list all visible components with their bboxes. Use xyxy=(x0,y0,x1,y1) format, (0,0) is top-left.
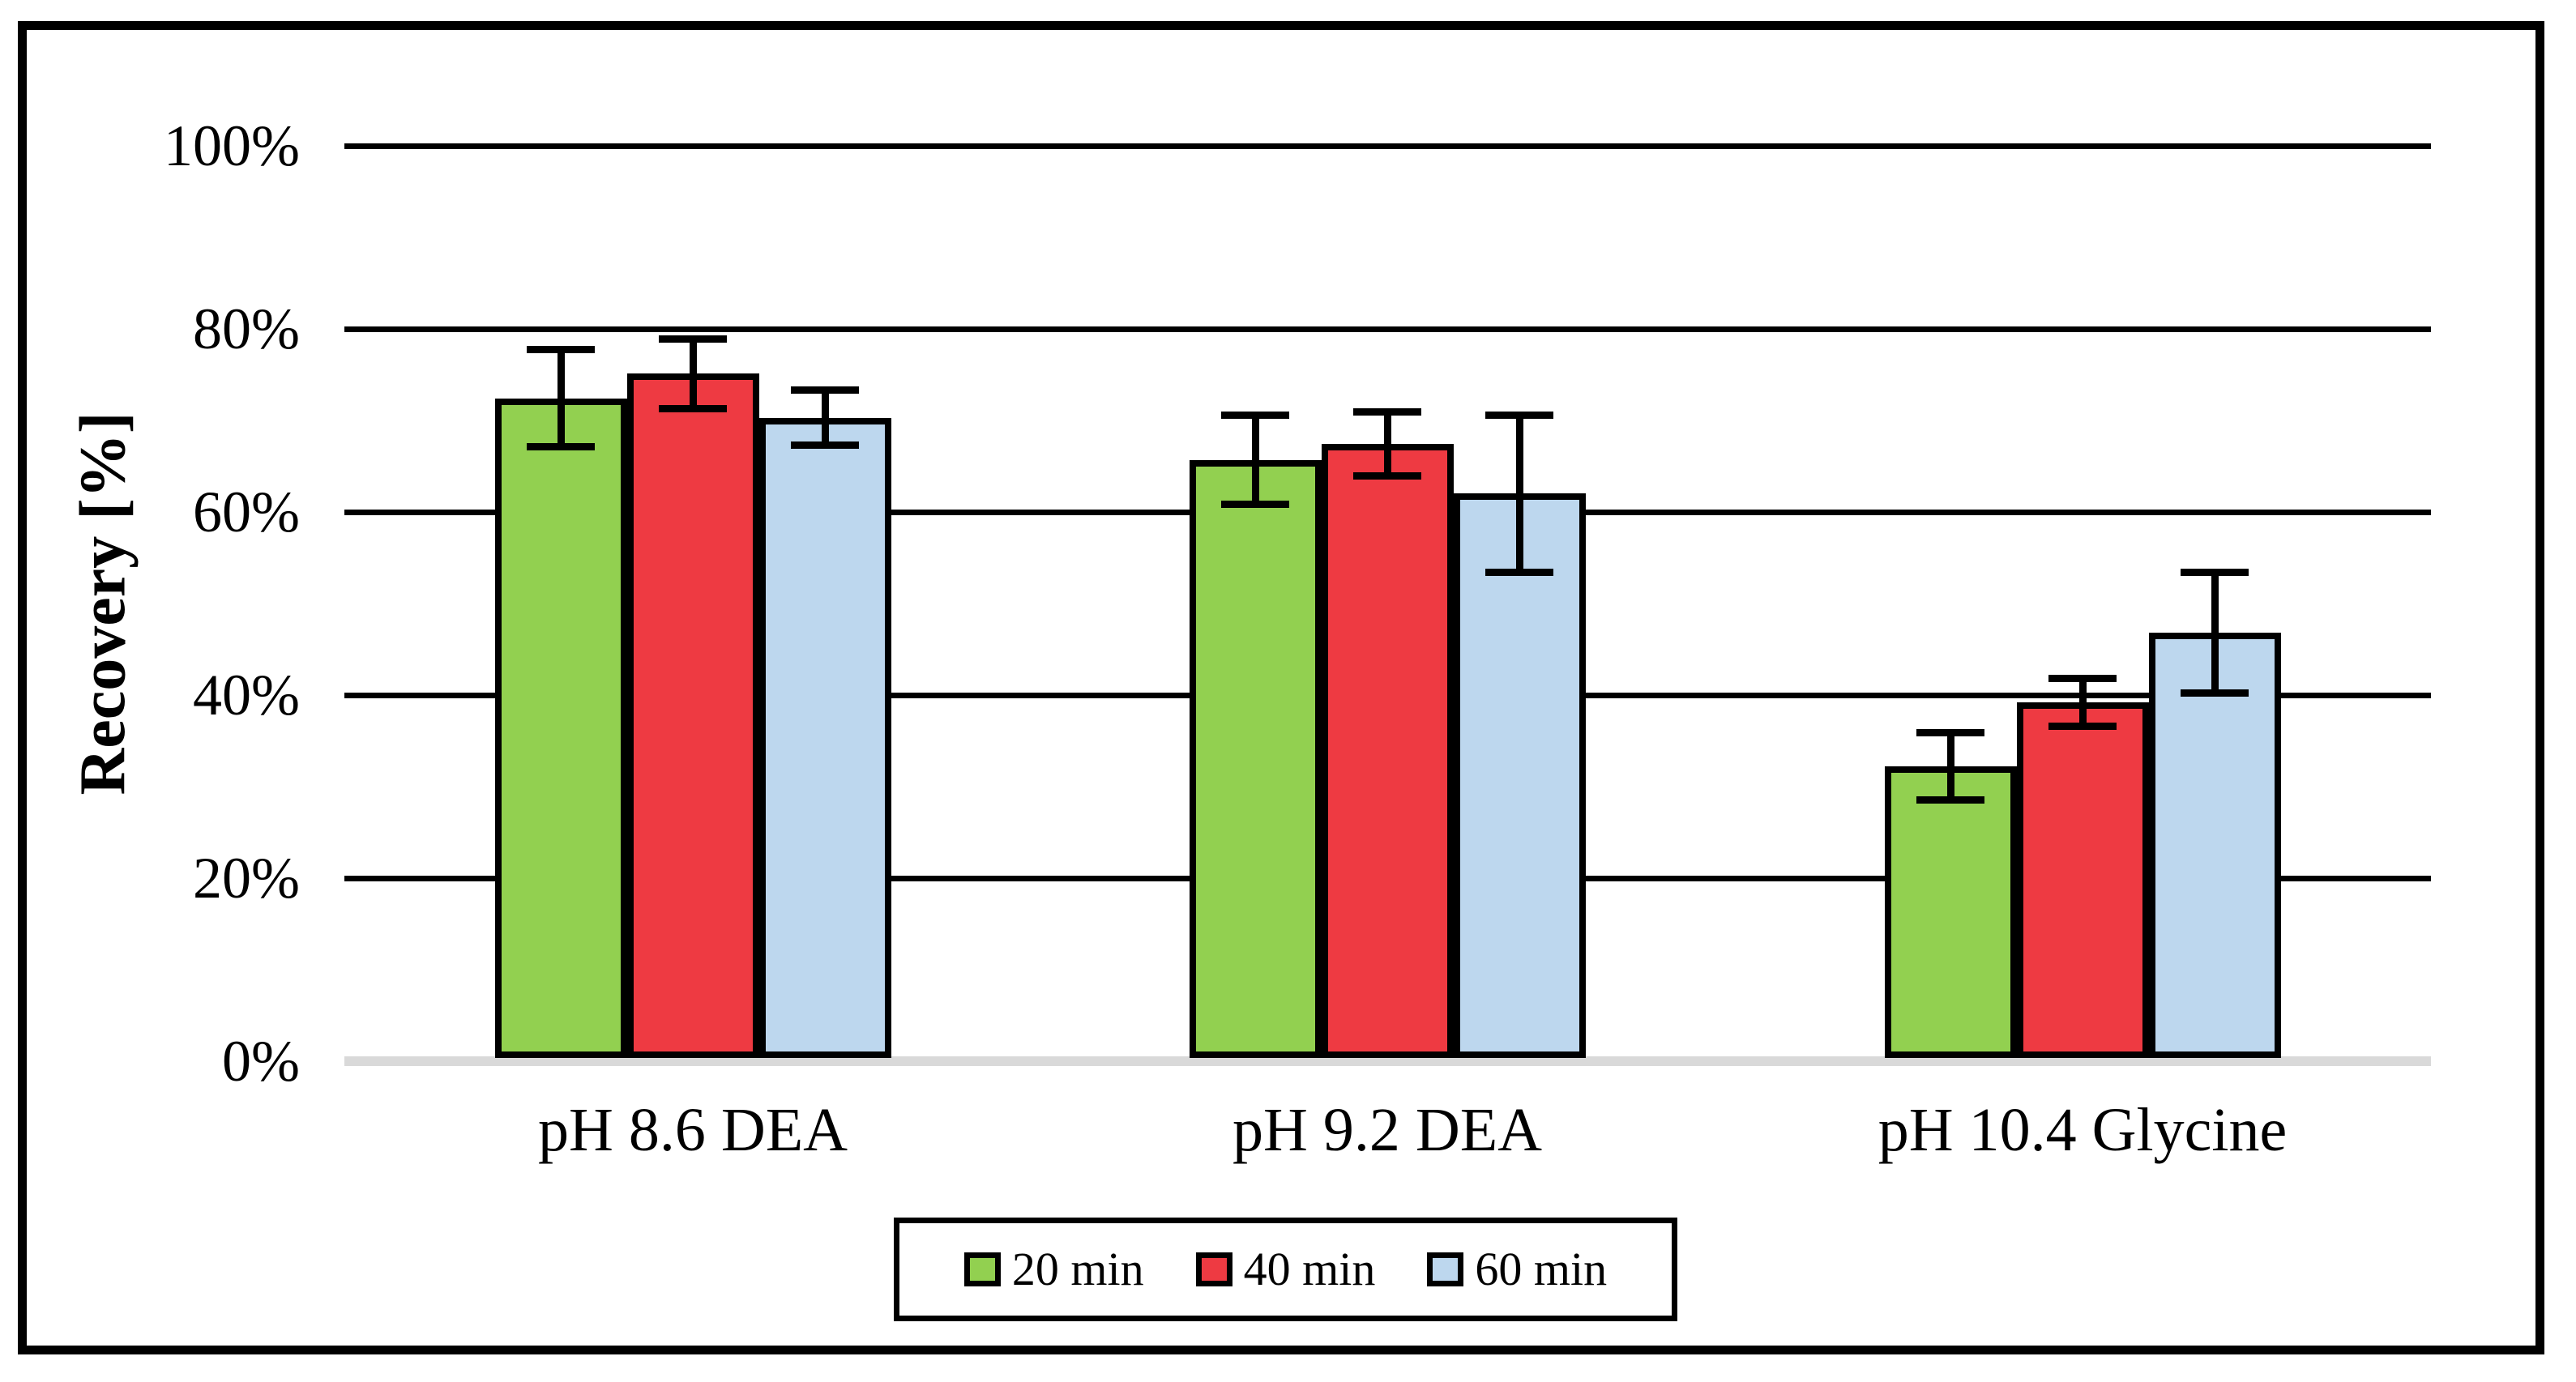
legend-item-20-min: 20 min xyxy=(963,1243,1144,1295)
y-tick-label-40: 40% xyxy=(193,663,300,727)
error-bar-cap-bottom-40-min-ph-9-2-dea xyxy=(1353,472,1421,480)
y-tick-label-60: 60% xyxy=(193,480,300,544)
legend-item-40-min: 40 min xyxy=(1195,1243,1376,1295)
bar-20-min-ph-8-6-dea xyxy=(494,398,627,1058)
legend: 20 min 40 min 60 min xyxy=(894,1218,1677,1321)
error-bar-cap-bottom-60-min-ph-8-6-dea xyxy=(791,441,859,449)
error-bar-cap-top-60-min-ph-10-4-glycine xyxy=(2181,569,2249,577)
error-bar-cap-top-20-min-ph-10-4-glycine xyxy=(1916,728,1984,736)
bar-40-min-ph-8-6-dea xyxy=(626,373,759,1058)
error-bar-cap-top-20-min-ph-9-2-dea xyxy=(1221,411,1289,419)
bar-60-min-ph-10-4-glycine xyxy=(2148,633,2281,1058)
y-tick-label-80: 80% xyxy=(193,296,300,361)
error-bar-cap-bottom-60-min-ph-10-4-glycine xyxy=(2181,689,2249,697)
error-bar-40-min-ph-8-6-dea xyxy=(689,339,697,409)
error-bar-20-min-ph-8-6-dea xyxy=(557,349,565,447)
error-bar-cap-top-20-min-ph-8-6-dea xyxy=(527,346,595,354)
error-bar-60-min-ph-8-6-dea xyxy=(821,390,829,446)
y-tick-label-20: 20% xyxy=(193,846,300,911)
error-bar-cap-top-40-min-ph-8-6-dea xyxy=(659,335,727,343)
error-bar-cap-bottom-40-min-ph-10-4-glycine xyxy=(2048,722,2117,730)
gridline-100 xyxy=(344,143,2431,149)
error-bar-cap-top-40-min-ph-10-4-glycine xyxy=(2048,675,2117,683)
error-bar-60-min-ph-9-2-dea xyxy=(1515,415,1523,573)
gridline-80 xyxy=(344,326,2431,332)
figure-frame xyxy=(18,21,2544,1354)
bar-60-min-ph-8-6-dea xyxy=(758,417,891,1058)
error-bar-cap-top-40-min-ph-9-2-dea xyxy=(1353,408,1421,416)
legend-item-60-min: 60 min xyxy=(1427,1246,1607,1293)
error-bar-cap-bottom-40-min-ph-8-6-dea xyxy=(659,404,727,412)
legend-label-20-min: 20 min xyxy=(1011,1243,1144,1295)
baseline xyxy=(344,1056,2431,1066)
y-tick-label-0: 0% xyxy=(222,1029,300,1094)
y-axis-title: Recovery [%] xyxy=(67,412,139,796)
bar-20-min-ph-9-2-dea xyxy=(1189,459,1322,1058)
error-bar-cap-bottom-60-min-ph-9-2-dea xyxy=(1485,569,1553,577)
x-axis-label-ph-9-2-dea: pH 9.2 DEA xyxy=(1232,1096,1543,1164)
error-bar-cap-top-60-min-ph-8-6-dea xyxy=(791,386,859,395)
legend-label-40-min: 40 min xyxy=(1243,1243,1376,1295)
error-bar-40-min-ph-10-4-glycine xyxy=(2078,678,2087,727)
legend-label-60-min: 60 min xyxy=(1475,1243,1608,1295)
error-bar-20-min-ph-10-4-glycine xyxy=(1946,732,1954,800)
x-axis-label-ph-8-6-dea: pH 8.6 DEA xyxy=(537,1096,848,1164)
error-bar-60-min-ph-10-4-glycine xyxy=(2211,572,2219,693)
legend-swatch-20-min xyxy=(963,1252,1001,1286)
y-tick-label-100: 100% xyxy=(164,113,300,178)
bar-60-min-ph-9-2-dea xyxy=(1453,493,1586,1058)
error-bar-cap-bottom-20-min-ph-8-6-dea xyxy=(527,443,595,451)
bar-40-min-ph-10-4-glycine xyxy=(2016,702,2149,1058)
legend-swatch-40-min xyxy=(1195,1252,1232,1286)
error-bar-20-min-ph-9-2-dea xyxy=(1251,415,1259,505)
bar-40-min-ph-9-2-dea xyxy=(1321,444,1454,1058)
error-bar-cap-bottom-20-min-ph-9-2-dea xyxy=(1221,501,1289,509)
x-axis-label-ph-10-4-glycine: pH 10.4 Glycine xyxy=(1878,1096,2288,1164)
bar-20-min-ph-10-4-glycine xyxy=(1884,766,2017,1058)
legend-swatch-60-min xyxy=(1427,1252,1464,1286)
error-bar-cap-bottom-20-min-ph-10-4-glycine xyxy=(1916,796,1984,804)
error-bar-40-min-ph-9-2-dea xyxy=(1383,412,1391,476)
error-bar-cap-top-60-min-ph-9-2-dea xyxy=(1485,411,1553,419)
